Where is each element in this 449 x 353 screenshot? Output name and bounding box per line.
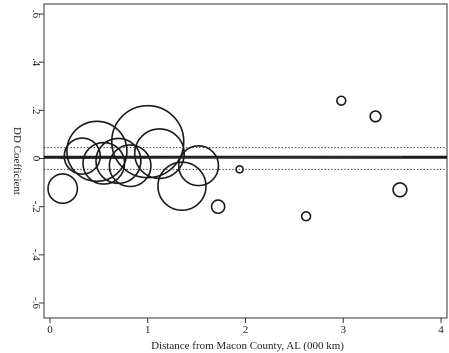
x-tick-label: 1 — [145, 324, 151, 336]
data-point — [157, 161, 207, 211]
data-point — [63, 137, 102, 175]
data-point — [210, 199, 226, 215]
y-tick-label: -.2 — [30, 201, 42, 213]
data-point — [392, 182, 408, 198]
data-point — [369, 110, 382, 123]
data-point — [133, 128, 186, 180]
data-point — [66, 120, 128, 183]
axes: 0 1 2 3 4 -.6 -.4 -.2 0 .2 .4 .6 — [30, 3, 448, 336]
x-tick-label: 3 — [341, 324, 347, 336]
data-point — [108, 144, 152, 188]
fit-line — [59, 155, 402, 160]
y-axis-title: DD Coefficient — [11, 127, 23, 195]
x-tick-label: 2 — [243, 324, 249, 336]
x-tick-label: 4 — [438, 324, 444, 336]
data-point — [300, 211, 312, 222]
data-point — [177, 145, 220, 187]
data-point — [47, 173, 79, 205]
x-axis-title: Distance from Macon County, AL (000 km) — [151, 340, 344, 352]
y-tick-label: .2 — [30, 106, 42, 114]
data-point — [336, 95, 347, 106]
reference-lines — [44, 147, 447, 170]
y-tick-label: .6 — [30, 10, 42, 19]
data-point — [235, 164, 244, 174]
plot-frame — [43, 3, 448, 319]
y-tick-label: -.4 — [30, 249, 42, 261]
y-tick-label: 0 — [30, 156, 42, 162]
data-points — [47, 95, 408, 222]
y-tick-label: .4 — [30, 58, 42, 67]
y-tick-label: -.6 — [30, 297, 42, 309]
x-tick-label: 0 — [47, 324, 53, 336]
data-point — [110, 104, 185, 179]
data-point — [82, 141, 126, 185]
